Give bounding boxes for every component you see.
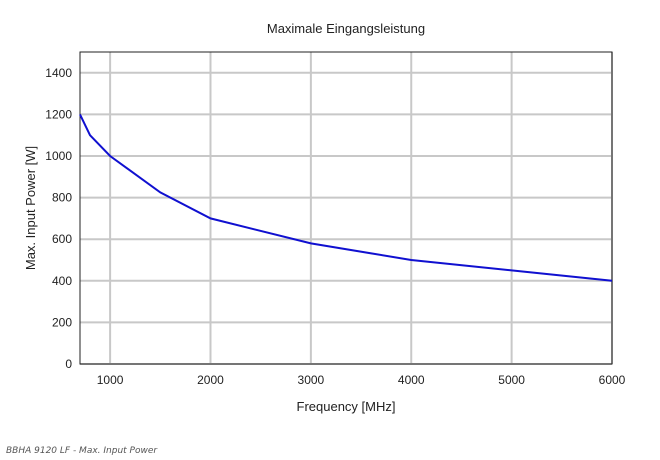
y-tick-label: 600 <box>52 232 72 246</box>
figure-caption: BBHA 9120 LF - Max. Input Power <box>6 446 158 456</box>
chart-title: Maximale Eingangsleistung <box>267 21 425 36</box>
tick-labels: 1000 2000 3000 4000 5000 6000 0 200 400 600 800 100… <box>45 66 625 387</box>
grid <box>80 52 613 365</box>
x-tick-label: 5000 <box>498 373 525 387</box>
x-tick-label: 3000 <box>298 373 325 387</box>
x-tick-label: 1000 <box>97 373 124 387</box>
y-tick-label: 800 <box>52 191 72 205</box>
y-tick-label: 400 <box>52 274 72 288</box>
series-line <box>79 113 613 282</box>
plot-frame <box>79 51 613 365</box>
x-tick-label: 6000 <box>599 373 626 387</box>
x-tick-label: 4000 <box>398 373 425 387</box>
y-tick-label: 200 <box>52 315 72 329</box>
x-tick-label: 2000 <box>197 373 224 387</box>
y-tick-label: 0 <box>65 357 72 371</box>
y-tick-label: 1200 <box>45 107 72 121</box>
y-axis-label: Max. Input Power [W] <box>23 146 38 270</box>
y-tick-label: 1000 <box>45 149 72 163</box>
x-axis-label: Frequency [MHz] <box>297 399 396 414</box>
y-tick-label: 1400 <box>45 66 72 80</box>
chart: Maximale Eingangsleistung 1000 2000 3000 40… <box>23 21 626 414</box>
